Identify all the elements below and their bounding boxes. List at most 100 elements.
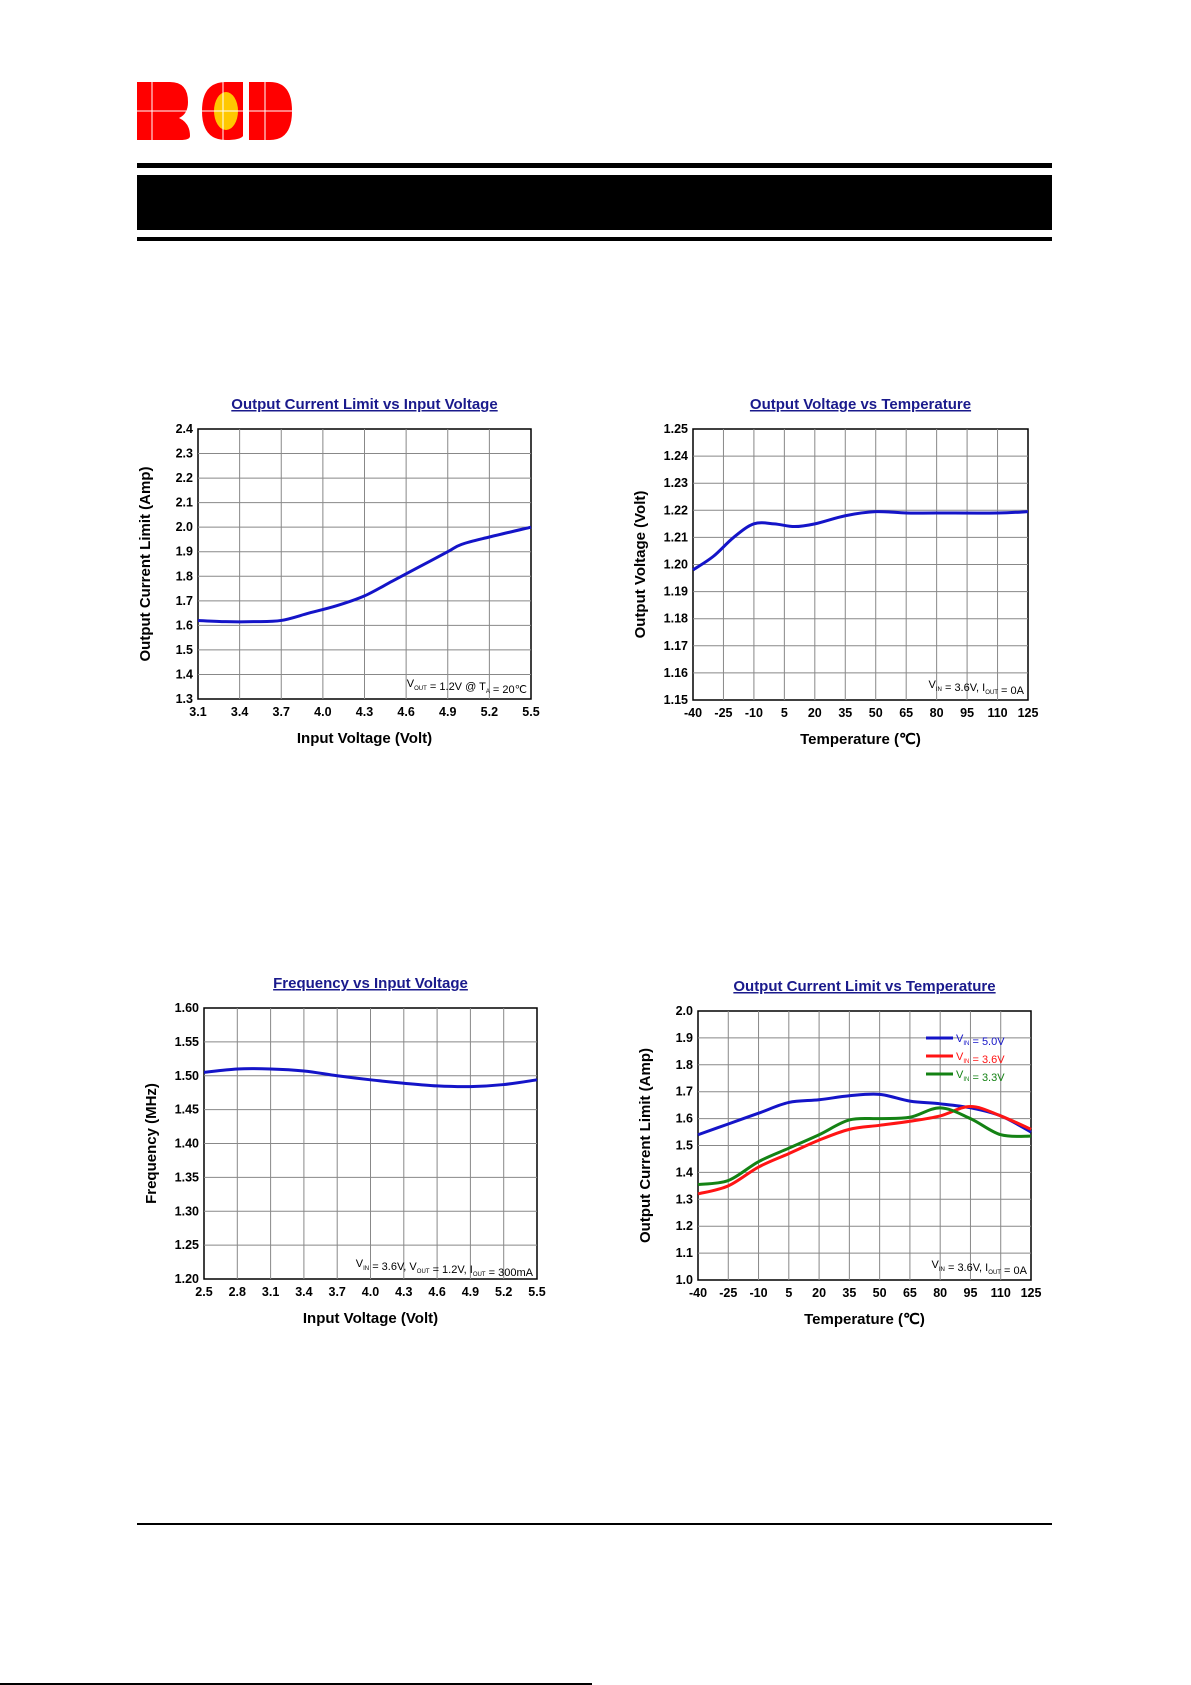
subscript: IN	[963, 1059, 969, 1065]
x-tick-label: 5.2	[481, 705, 498, 719]
y-tick-label: 1.4	[176, 667, 193, 681]
x-tick-label: 50	[873, 1286, 887, 1300]
text-run: V	[956, 1069, 964, 1081]
x-tick-label: 95	[964, 1286, 978, 1300]
condition-annotation: VIN = 3.6V, VOUT = 1.2V, IOUT = 300mA	[356, 1258, 534, 1279]
y-tick-label: 1.4	[676, 1165, 693, 1179]
y-tick-label: 1.5	[176, 643, 193, 657]
y-tick-label: 1.24	[664, 449, 688, 463]
y-tick-label: 2.3	[176, 447, 193, 461]
subscript: A	[486, 689, 491, 695]
y-tick-label: 1.20	[664, 558, 688, 572]
subscript: OUT	[414, 686, 427, 692]
y-tick-label: 1.25	[664, 422, 688, 436]
x-tick-label: 5.2	[495, 1285, 512, 1299]
x-tick-label: 4.6	[428, 1285, 445, 1299]
condition-annotation: VIN = 3.6V, IOUT = 0A	[932, 1259, 1028, 1277]
y-tick-label: 1.18	[664, 612, 688, 626]
series-line	[697, 1104, 1032, 1196]
x-tick-label: 4.3	[395, 1285, 412, 1299]
text-run: = 1.2V @ T	[427, 681, 486, 693]
x-tick-label: -25	[719, 1286, 737, 1300]
y-tick-label: 2.1	[176, 496, 193, 510]
y-tick-label: 2.0	[676, 1004, 693, 1018]
x-tick-label: 80	[933, 1286, 947, 1300]
chart-title: Output Voltage vs Temperature	[750, 396, 971, 413]
y-tick-label: 1.9	[176, 545, 193, 559]
x-tick-label: 125	[1018, 706, 1039, 720]
x-tick-label: 4.0	[362, 1285, 379, 1299]
x-tick-label: 4.9	[462, 1285, 479, 1299]
subscript: OUT	[473, 1272, 486, 1278]
y-tick-label: 1.2	[676, 1219, 693, 1233]
legend-entry: VIN = 5.0V	[956, 1033, 1005, 1048]
y-tick-label: 1.8	[676, 1058, 693, 1072]
text-run: = 0A	[998, 685, 1025, 697]
x-axis-label: Input Voltage (Volt)	[297, 730, 432, 747]
legend-entry: VIN = 3.3V	[956, 1069, 1005, 1084]
y-tick-label: 1.8	[176, 569, 193, 583]
subscript: IN	[963, 1077, 969, 1083]
x-tick-label: 5	[785, 1286, 792, 1300]
series-line	[697, 1106, 1032, 1187]
x-tick-label: 4.0	[314, 705, 331, 719]
x-tick-label: 65	[899, 706, 913, 720]
text-run: V	[956, 1033, 964, 1045]
chart-3: 2.5 2.8 3.1 3.4 3.7 4.0 4.3 4.6 4.9 5.2 5.5 1.20 1.2…	[143, 975, 546, 1327]
chart-1: 3.1 3.4 3.7 4.0 4.3 4.6 4.9 5.2 5.5 1.3 1.4 1.5 1.6 1…	[137, 396, 540, 747]
y-tick-label: 1.55	[175, 1035, 199, 1049]
text-run: V	[932, 1259, 940, 1271]
x-tick-label: 2.5	[195, 1285, 212, 1299]
x-tick-label: 95	[960, 706, 974, 720]
y-tick-label: 1.23	[664, 476, 688, 490]
y-tick-label: 1.45	[175, 1103, 199, 1117]
page-bottom-rule	[0, 1683, 592, 1685]
text-run: = 0A	[1001, 1265, 1028, 1277]
x-tick-label: 3.7	[329, 1285, 346, 1299]
y-tick-label: 1.6	[676, 1112, 693, 1126]
text-run: = 1.2V, I	[430, 1264, 473, 1276]
y-tick-label: 1.7	[176, 594, 193, 608]
x-tick-label: 65	[903, 1286, 917, 1300]
y-tick-label: 1.22	[664, 503, 688, 517]
x-tick-label: 3.1	[189, 705, 206, 719]
x-tick-label: 80	[930, 706, 944, 720]
y-tick-label: 1.30	[175, 1204, 199, 1218]
y-tick-label: 1.9	[676, 1031, 693, 1045]
y-tick-label: 1.5	[676, 1139, 693, 1153]
y-tick-label: 1.50	[175, 1069, 199, 1083]
x-tick-label: 3.4	[295, 1285, 312, 1299]
x-tick-label: 2.8	[229, 1285, 246, 1299]
y-tick-label: 1.40	[175, 1137, 199, 1151]
chart-title: Output Current Limit vs Input Voltage	[231, 396, 497, 413]
y-tick-label: 1.3	[676, 1192, 693, 1206]
x-axis-label: Temperature (℃)	[800, 731, 921, 748]
y-tick-label: 2.2	[176, 471, 193, 485]
y-tick-label: 1.7	[676, 1085, 693, 1099]
x-tick-label: -10	[745, 706, 763, 720]
bcd-logo	[135, 80, 295, 142]
x-tick-label: 3.7	[273, 705, 290, 719]
y-tick-label: 1.19	[664, 585, 688, 599]
header-bar	[137, 175, 1052, 230]
text-run: V	[929, 679, 937, 691]
y-tick-label: 1.60	[175, 1001, 199, 1015]
x-tick-label: 5	[781, 706, 788, 720]
text-run: V	[407, 678, 415, 690]
y-tick-label: 1.20	[175, 1272, 199, 1286]
x-tick-label: 3.4	[231, 705, 248, 719]
text-run: V	[356, 1258, 364, 1270]
x-axis-label: Input Voltage (Volt)	[303, 1310, 438, 1327]
y-axis-label: Output Current Limit (Amp)	[637, 1048, 654, 1243]
text-run: = 5.0V	[969, 1036, 1005, 1048]
x-tick-label: 5.5	[528, 1285, 545, 1299]
y-tick-label: 1.17	[664, 639, 688, 653]
y-tick-label: 1.1	[676, 1246, 693, 1260]
x-tick-label: 5.5	[522, 705, 539, 719]
footer-rule	[137, 1523, 1052, 1525]
text-run: = 3.3V	[969, 1072, 1005, 1084]
x-tick-label: 4.3	[356, 705, 373, 719]
chart-title: Frequency vs Input Voltage	[273, 975, 468, 992]
x-axis-label: Temperature (℃)	[804, 1311, 925, 1328]
y-tick-label: 1.21	[664, 530, 688, 544]
